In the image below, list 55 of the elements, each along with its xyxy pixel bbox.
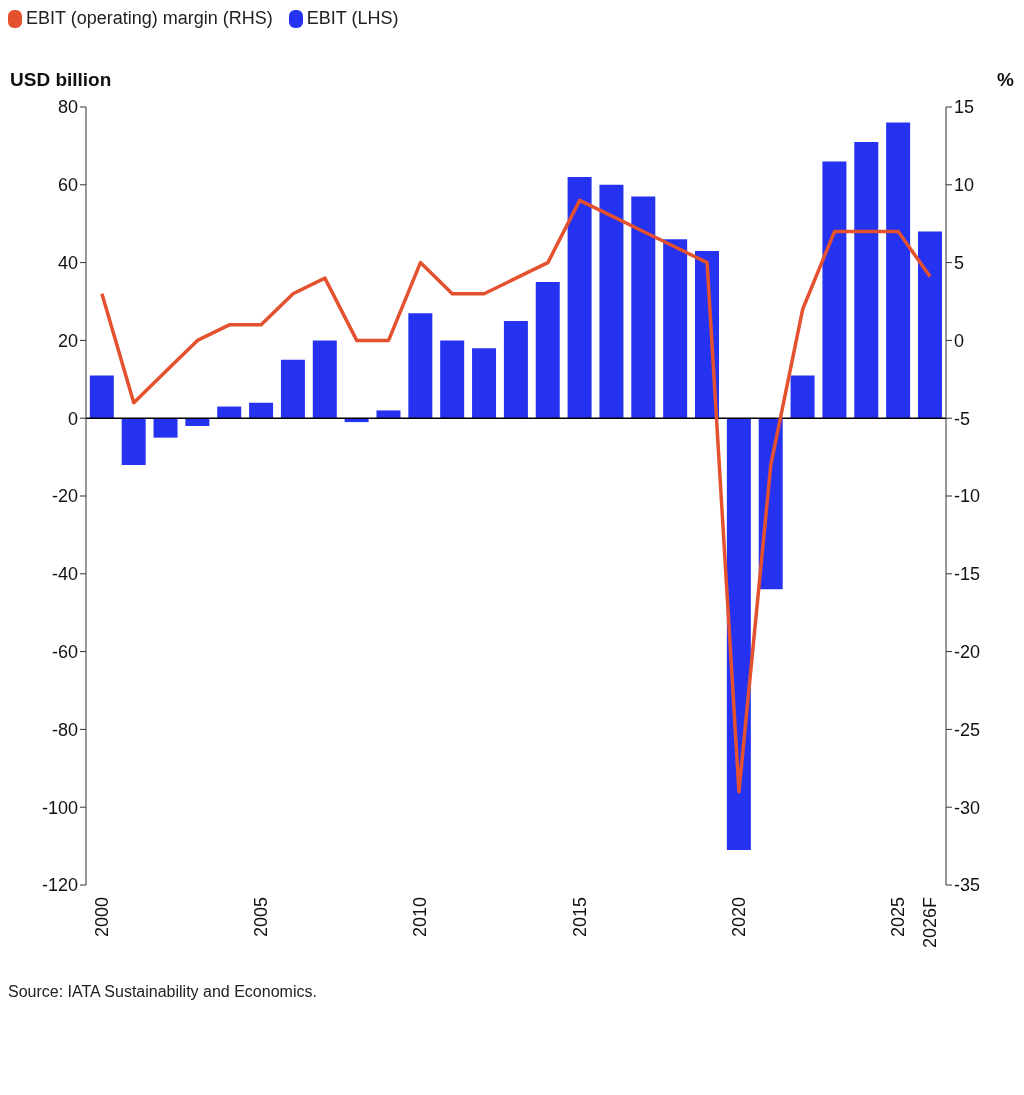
- legend-label: EBIT (operating) margin (RHS): [26, 8, 273, 29]
- bar: [535, 282, 560, 419]
- x-tick-label: 2026F: [920, 897, 941, 949]
- bar: [822, 161, 847, 419]
- x-tick-label: 2000: [91, 897, 112, 938]
- y2-tick-label: -25: [954, 719, 981, 740]
- y-tick-label: 60: [57, 175, 78, 196]
- x-tick-label: 2015: [569, 897, 590, 938]
- y-tick-label: -20: [51, 486, 78, 507]
- bar: [249, 402, 274, 419]
- line-series: [100, 198, 932, 794]
- bar: [280, 359, 305, 419]
- y2-tick-label: 0: [954, 330, 965, 351]
- x-tick-label: 2005: [251, 897, 272, 938]
- x-tick-label: 2020: [728, 897, 749, 938]
- bar: [886, 122, 911, 419]
- y-tick-label: 20: [57, 330, 78, 351]
- y2-tick-label: -15: [954, 564, 981, 585]
- y-tick-label: -40: [51, 564, 78, 585]
- y-tick-label: -80: [51, 719, 78, 740]
- source-note: Source: IATA Sustainability and Economics.: [8, 983, 318, 1001]
- y-tick-label: -60: [51, 641, 78, 662]
- bar: [599, 184, 624, 419]
- bar: [121, 418, 146, 465]
- bar: [89, 375, 114, 419]
- bar: [312, 340, 337, 419]
- bar: [472, 348, 497, 419]
- bar: [567, 177, 592, 419]
- y-tick-label: -120: [41, 875, 78, 896]
- bar: [440, 340, 465, 419]
- y-tick-label: -100: [41, 797, 78, 818]
- bar: [854, 142, 879, 419]
- x-tick-label: 2025: [888, 897, 909, 938]
- y-tick-label: 0: [67, 408, 78, 429]
- y2-tick-label: -30: [954, 797, 981, 818]
- bar: [663, 239, 688, 419]
- y2-tick-label: 15: [954, 97, 975, 118]
- y-tick-label: 80: [57, 97, 78, 118]
- y2-tick-label: -5: [954, 408, 971, 429]
- y2-tick-label: -10: [954, 486, 981, 507]
- y2-tick-label: 10: [954, 175, 975, 196]
- x-tick-label: 2010: [410, 897, 431, 938]
- bar: [503, 320, 528, 419]
- bar: [631, 196, 656, 419]
- y-tick-label: 40: [57, 252, 78, 273]
- y-axis-title: USD billion: [10, 69, 112, 92]
- bar: [153, 418, 178, 438]
- bar: [790, 375, 815, 419]
- y2-axis-title: %: [997, 69, 1014, 92]
- y2-tick-label: -20: [954, 641, 981, 662]
- y2-tick-label: 5: [954, 252, 965, 273]
- y2-tick-label: -35: [954, 875, 981, 896]
- bar: [408, 313, 433, 419]
- legend-label: EBIT (LHS): [306, 8, 399, 29]
- bar: [917, 231, 942, 419]
